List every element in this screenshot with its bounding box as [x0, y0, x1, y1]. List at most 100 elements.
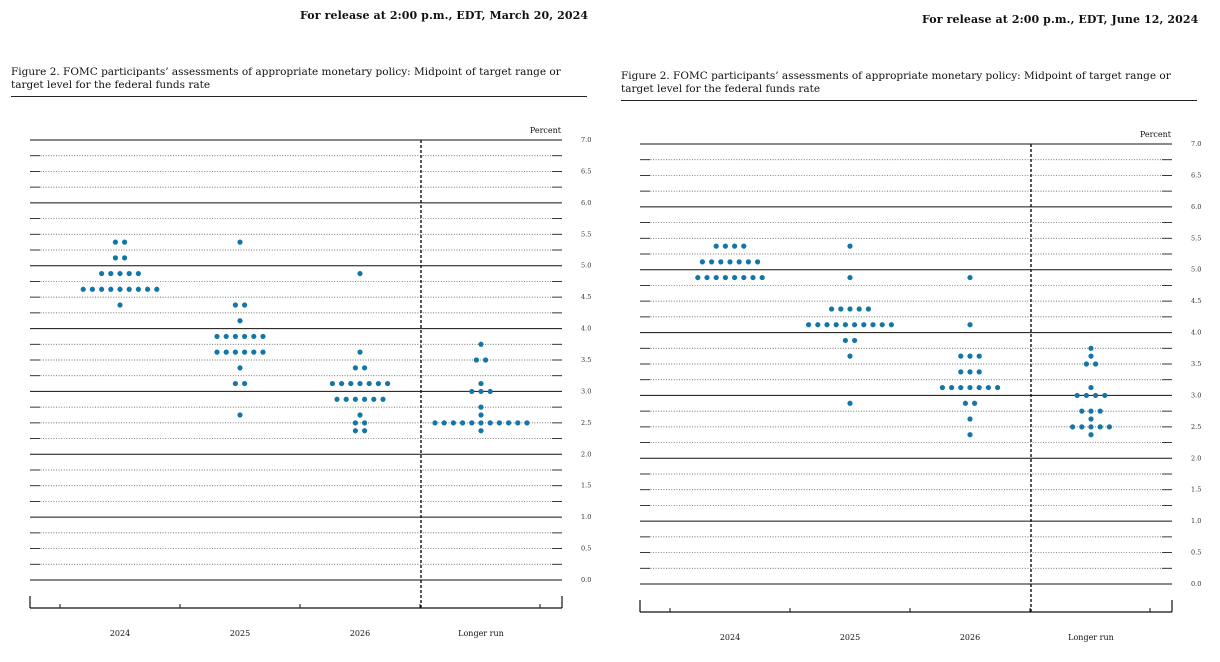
y-tick-label: 4.5	[581, 293, 591, 301]
participant-dot	[375, 380, 381, 387]
participant-dot	[117, 286, 123, 292]
participant-dot	[352, 428, 358, 434]
participant-dot	[357, 270, 363, 277]
participant-dot	[861, 322, 867, 328]
y-tick-label: 0.0	[1191, 580, 1201, 588]
participant-dot	[759, 274, 765, 281]
y-tick-label: 4.0	[1191, 329, 1201, 337]
participant-dot	[967, 322, 973, 328]
participant-dot	[432, 420, 438, 426]
participant-dot	[699, 259, 705, 265]
participant-dot	[833, 322, 839, 328]
participant-dot	[745, 259, 751, 265]
participant-dot	[967, 416, 973, 422]
caption-rule	[11, 96, 587, 97]
participant-dot	[487, 388, 493, 395]
participant-dot	[976, 384, 982, 391]
participant-dot	[385, 380, 391, 387]
participant-dot	[829, 306, 835, 312]
participant-dot	[108, 270, 114, 277]
participant-dot	[1097, 424, 1103, 430]
participant-dot	[242, 333, 248, 340]
participant-dot	[242, 302, 248, 308]
participant-dot	[695, 274, 701, 281]
y-tick-label: 3.0	[1191, 391, 1201, 399]
participant-dot	[135, 286, 141, 292]
participant-dot	[1083, 361, 1089, 367]
y-axis-label: Percent	[1140, 130, 1172, 139]
participant-dot	[478, 428, 484, 434]
participant-dot	[483, 357, 489, 363]
participant-dot	[958, 353, 964, 359]
participant-dot	[985, 384, 991, 391]
x-category-label: Longer run	[1068, 633, 1114, 642]
participant-dot	[251, 333, 257, 340]
participant-dot	[1074, 392, 1080, 399]
participant-dot	[223, 333, 229, 340]
participant-dot	[1088, 345, 1094, 351]
participant-dot	[362, 365, 368, 371]
participant-dot	[1079, 424, 1085, 430]
participant-dot	[888, 322, 894, 328]
release-text: For release at 2:00 p.m., EDT, March 20,…	[300, 9, 589, 22]
participant-dot	[1088, 416, 1094, 422]
participant-dot	[478, 420, 484, 426]
y-tick-label: 7.0	[1191, 140, 1201, 148]
participant-dot	[847, 243, 853, 249]
participant-dot	[487, 420, 493, 426]
figure-caption: Figure 2. FOMC participants’ assessments…	[11, 66, 561, 91]
y-axis-label: Percent	[530, 126, 562, 135]
participant-dot	[478, 341, 484, 347]
participant-dot	[879, 322, 885, 328]
participant-dot	[709, 259, 715, 265]
participant-dot	[838, 306, 844, 312]
x-category-label: 2025	[230, 629, 250, 638]
participant-dot	[967, 432, 973, 438]
participant-dot	[89, 286, 95, 292]
participant-dot	[718, 259, 724, 265]
participant-dot	[722, 274, 728, 281]
participant-dot	[117, 270, 123, 277]
participant-dot	[460, 420, 466, 426]
y-tick-label: 6.0	[581, 199, 591, 207]
participant-dot	[967, 369, 973, 375]
participant-dot	[741, 243, 747, 249]
participant-dot	[958, 384, 964, 391]
participant-dot	[108, 286, 114, 292]
participant-dot	[870, 322, 876, 328]
participant-dot	[750, 274, 756, 281]
participant-dot	[357, 380, 363, 387]
x-category-label: 2026	[350, 629, 370, 638]
participant-dot	[362, 428, 368, 434]
participant-dot	[847, 306, 853, 312]
participant-dot	[380, 396, 386, 402]
participant-dot	[958, 369, 964, 375]
participant-dot	[473, 357, 479, 363]
x-category-label: 2026	[960, 633, 980, 642]
participant-dot	[126, 270, 132, 277]
participant-dot	[1083, 392, 1089, 399]
y-tick-label: 4.5	[1191, 297, 1201, 305]
participant-dot	[478, 404, 484, 410]
y-tick-label: 0.5	[1191, 549, 1201, 557]
participant-dot	[352, 420, 358, 426]
y-tick-label: 6.5	[581, 167, 591, 175]
participant-dot	[352, 365, 358, 371]
participant-dot	[145, 286, 151, 292]
participant-dot	[852, 337, 858, 344]
participant-dot	[371, 396, 377, 402]
participant-dot	[1093, 361, 1099, 367]
participant-dot	[842, 337, 848, 344]
x-category-label: Longer run	[458, 629, 504, 638]
participant-dot	[232, 302, 238, 308]
participant-dot	[824, 322, 830, 328]
participant-dot	[232, 333, 238, 340]
participant-dot	[99, 270, 105, 277]
participant-dot	[469, 420, 475, 426]
x-category-label: 2024	[720, 633, 740, 642]
y-tick-label: 3.5	[581, 356, 591, 364]
release-text: For release at 2:00 p.m., EDT, June 12, …	[922, 13, 1199, 26]
participant-dot	[237, 239, 243, 245]
participant-dot	[126, 286, 132, 292]
participant-dot	[722, 243, 728, 249]
